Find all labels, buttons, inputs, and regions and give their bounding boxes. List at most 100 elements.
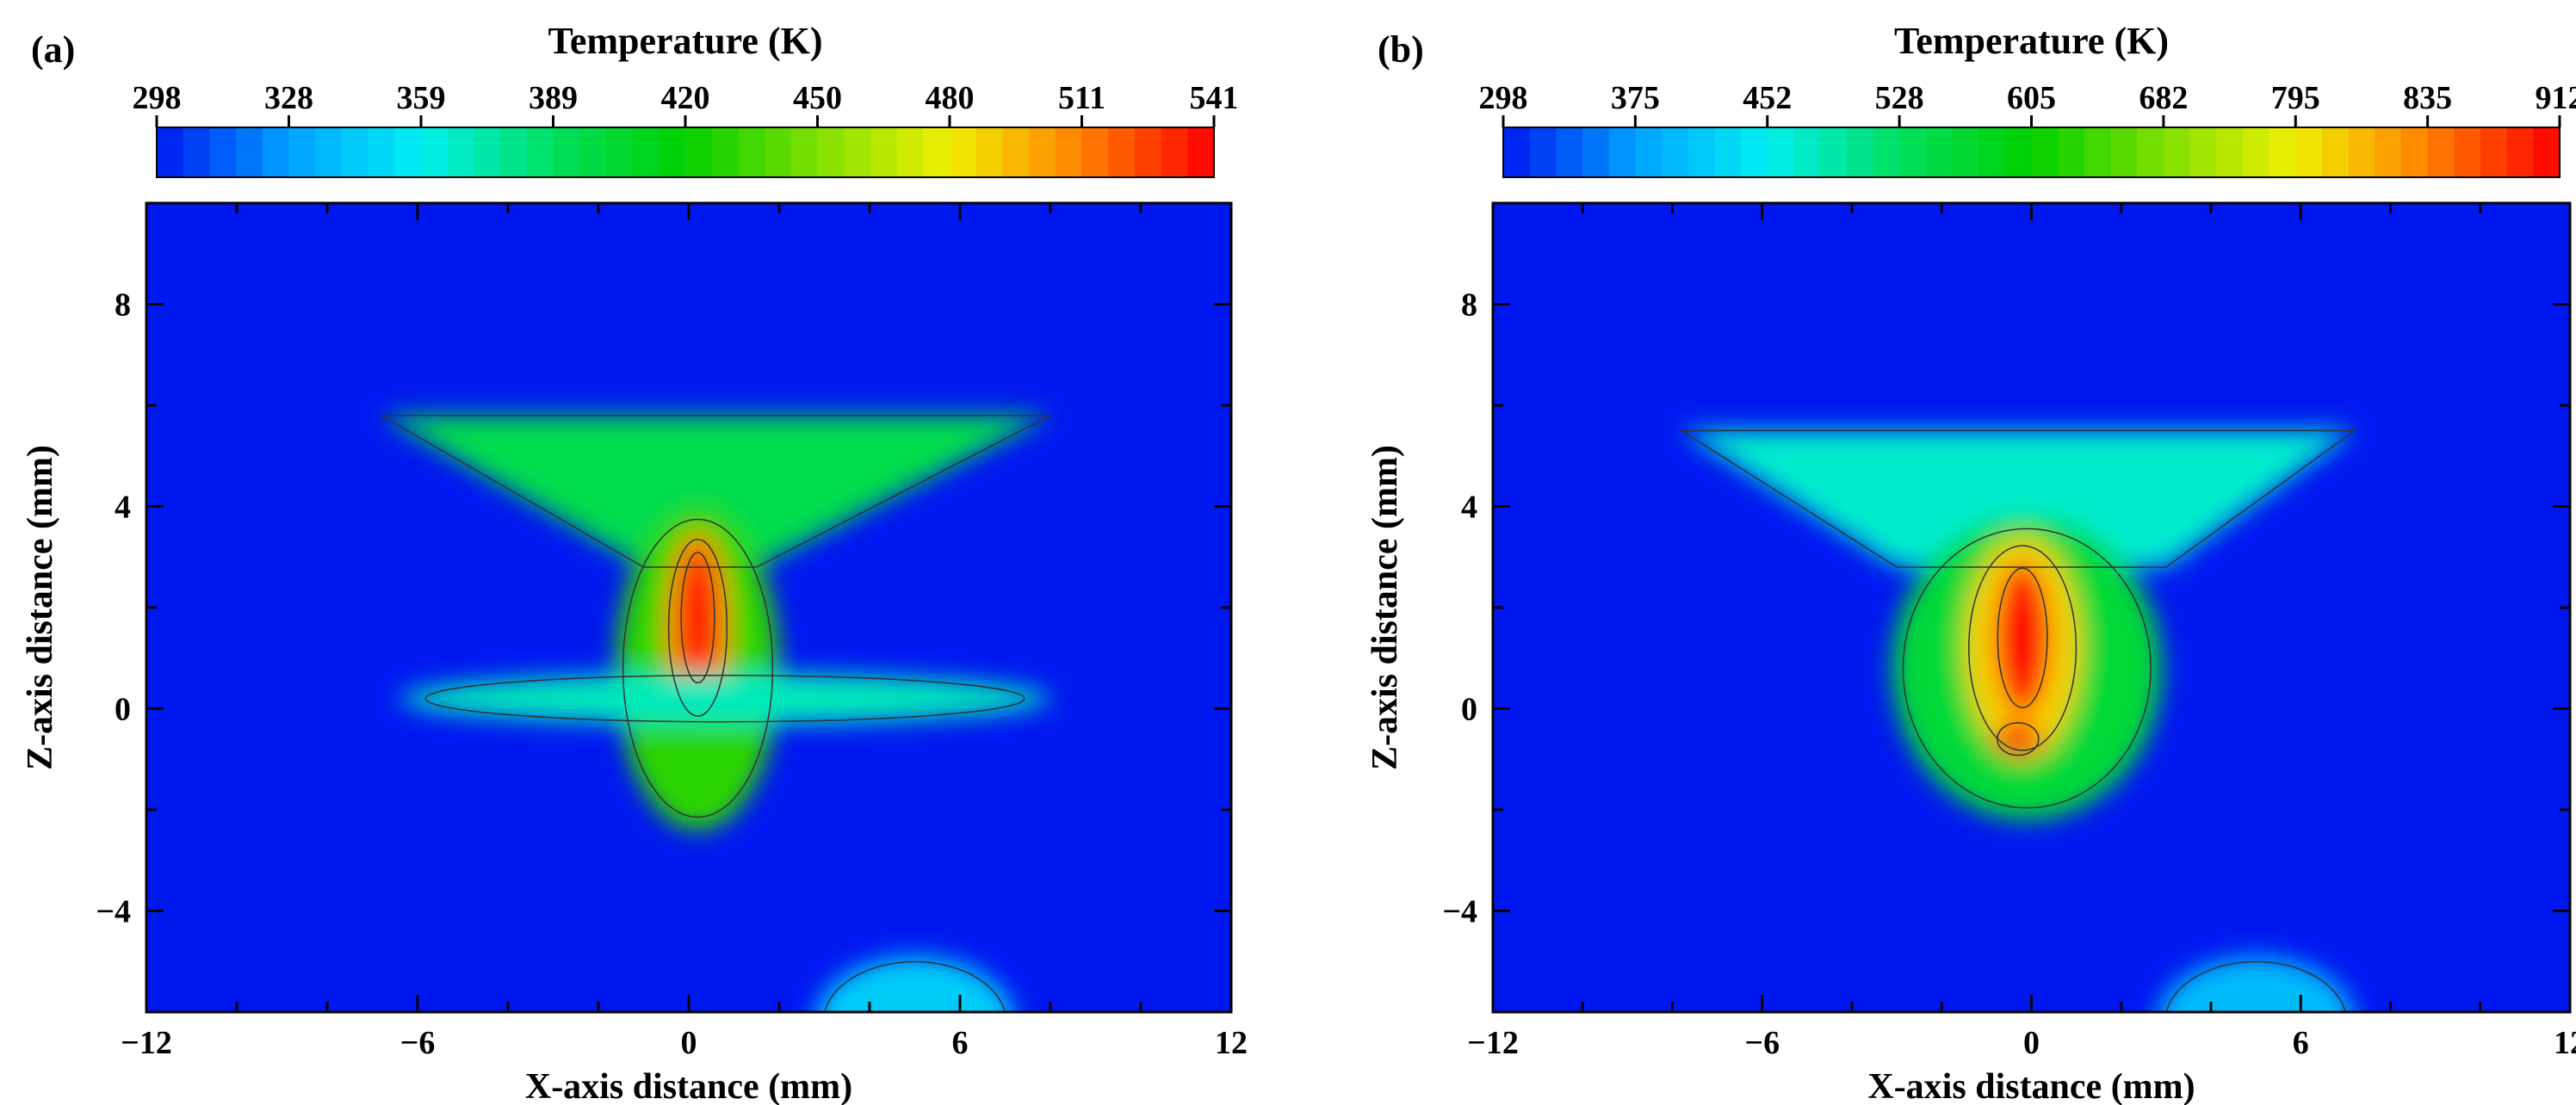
colorbar-step xyxy=(1608,127,1636,177)
colorbar-tick-label: 511 xyxy=(1058,80,1105,116)
colorbar-step xyxy=(896,127,924,177)
colorbar-step xyxy=(1055,127,1083,177)
colorbar-tick-label: 541 xyxy=(1190,80,1239,116)
colorbar-tick-label: 480 xyxy=(926,80,975,116)
colorbar-tick-label: 328 xyxy=(264,80,313,116)
y-tick-label: −4 xyxy=(96,894,131,930)
panel-label: (b) xyxy=(1378,28,1424,71)
colorbar-step xyxy=(1925,127,1954,177)
colorbar-step xyxy=(923,127,951,177)
panel-b: (b) Temperature (K) 298 375 452 528 605 682 795 8… xyxy=(1365,20,2576,1105)
colorbar-step xyxy=(1662,127,1689,177)
colorbar-tick-label: 528 xyxy=(1875,80,1924,116)
field-region-hot-spot xyxy=(1995,562,2050,714)
panel-a: (a) Temperature (K)298 328 359 389 420 450 480 5… xyxy=(21,20,1248,1105)
colorbar-step xyxy=(447,127,474,177)
colorbar-step xyxy=(817,127,845,177)
colorbar-step xyxy=(553,127,580,177)
colorbar-tick-label: 359 xyxy=(397,80,446,116)
isotherm-bottom-warm xyxy=(823,960,1006,1012)
x-tick-label: 6 xyxy=(2293,1025,2309,1061)
colorbar-tick-label: 605 xyxy=(2007,80,2056,116)
x-axis-label: X-axis distance (mm) xyxy=(1867,1067,2195,1105)
field-region-lower-band xyxy=(399,673,1050,725)
colorbar-tick-label: 912 xyxy=(2536,80,2576,116)
panel-label: (a) xyxy=(31,28,75,71)
colorbar-step xyxy=(421,127,449,177)
colorbar-step xyxy=(765,127,792,177)
colorbar-step xyxy=(500,127,528,177)
isotherm-top-layer xyxy=(381,415,1051,568)
colorbar-tick-label: 420 xyxy=(661,80,710,116)
colorbar-title: Temperature (K) xyxy=(548,20,823,62)
temperature-field xyxy=(1493,203,2570,1012)
colorbar-tick-label: 298 xyxy=(133,80,182,116)
x-tick-label: −12 xyxy=(1467,1025,1519,1061)
colorbar-step xyxy=(1846,127,1874,177)
colorbar-step xyxy=(1029,127,1056,177)
y-tick-label: 4 xyxy=(1461,490,1477,526)
colorbar-step xyxy=(1002,127,1030,177)
y-axis-label: Z-axis distance (mm) xyxy=(21,445,60,770)
colorbar-step xyxy=(1714,127,1742,177)
colorbar-step xyxy=(341,127,369,177)
x-tick-label: −6 xyxy=(1744,1025,1780,1061)
y-axis-label: Z-axis distance (mm) xyxy=(1365,445,1405,770)
colorbar-step xyxy=(394,127,422,177)
colorbar-step xyxy=(1767,127,1795,177)
colorbar-step xyxy=(1952,127,1979,177)
colorbar-step xyxy=(2163,127,2191,177)
colorbar-step xyxy=(1899,127,1927,177)
isotherm-lower-hot-spot xyxy=(1997,722,2040,756)
colorbar-step xyxy=(790,127,819,177)
colorbar-tick-label: 452 xyxy=(1743,80,1792,116)
colorbar-step xyxy=(2321,127,2350,177)
isotherm-core xyxy=(667,539,728,717)
colorbar-step xyxy=(2084,127,2112,177)
y-tick-label: −4 xyxy=(1442,894,1477,930)
colorbar-step xyxy=(1978,127,2006,177)
field-region-top-layer xyxy=(381,415,1050,567)
axes: −12 −6 0 6 12 −4 0 4 8 X-axis distance (mm) Z-axis… xyxy=(1365,203,2576,1105)
field-region-lower-hot-spot xyxy=(1995,721,2040,757)
colorbar-tick-label: 835 xyxy=(2403,80,2452,116)
colorbar-step xyxy=(685,127,713,177)
x-tick-label: −12 xyxy=(121,1025,172,1061)
field-region-hot-spot xyxy=(679,546,716,688)
colorbar-step xyxy=(2427,127,2455,177)
colorbar-step xyxy=(2533,127,2561,177)
colorbar-tick-label: 682 xyxy=(2139,80,2188,116)
y-tick-label: 4 xyxy=(115,490,131,526)
colorbar-step xyxy=(368,127,395,177)
colorbar-step xyxy=(2269,127,2296,177)
isotherm-top-layer xyxy=(1681,429,2356,568)
isotherm-hot-spot xyxy=(680,552,715,684)
colorbar-tick-label: 389 xyxy=(529,80,578,116)
colorbar-step xyxy=(2058,127,2085,177)
colorbar-step xyxy=(209,127,237,177)
temperature-field xyxy=(146,203,1231,1012)
colorbar-step xyxy=(1081,127,1109,177)
colorbar-step xyxy=(1820,127,1848,177)
colorbar-step xyxy=(975,127,1003,177)
colorbar-step xyxy=(2242,127,2270,177)
y-tick-label: 0 xyxy=(1461,692,1477,728)
colorbar-step xyxy=(1635,127,1663,177)
colorbar: 298 328 359 389 420 450 480 511 541 xyxy=(133,80,1239,178)
colorbar-step xyxy=(844,127,871,177)
colorbar-step xyxy=(1582,127,1610,177)
colorbar-tick-label: 795 xyxy=(2271,80,2320,116)
colorbar-step xyxy=(2189,127,2217,177)
y-tick-label: 8 xyxy=(1461,287,1477,324)
colorbar-step xyxy=(1161,127,1188,177)
colorbar-step xyxy=(183,127,210,177)
x-tick-label: 6 xyxy=(952,1025,969,1061)
colorbar-step xyxy=(870,127,898,177)
colorbar-step xyxy=(579,127,607,177)
colorbar-step xyxy=(1503,127,1531,177)
colorbar-step xyxy=(1108,127,1136,177)
colorbar-step xyxy=(1793,127,1821,177)
colorbar-step xyxy=(2375,127,2402,177)
isotherm-bottom-warm xyxy=(2165,960,2346,1012)
